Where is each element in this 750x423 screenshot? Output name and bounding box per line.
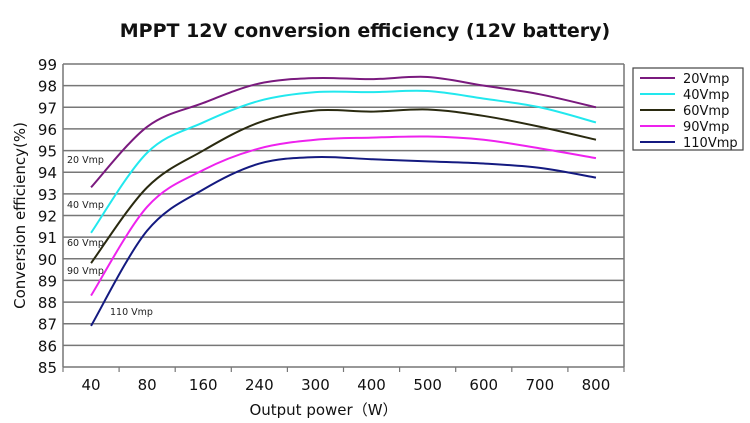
- x-tick-label: 800: [582, 376, 611, 394]
- y-tick-label: 93: [38, 186, 57, 204]
- y-tick-label: 91: [38, 229, 57, 247]
- legend-box: [632, 67, 744, 151]
- series-annotation: 20 Vmp: [67, 155, 104, 166]
- y-tick-label: 89: [38, 272, 57, 290]
- y-tick-label: 96: [38, 121, 57, 139]
- x-tick-label: 40: [82, 376, 101, 394]
- x-tick-label: 80: [138, 376, 157, 394]
- x-tick-label: 500: [413, 376, 442, 394]
- y-tick-label: 99: [38, 56, 57, 74]
- series-line-110Vmp: [90, 155, 597, 327]
- y-axis-label: Conversion efficiency(%): [11, 122, 29, 309]
- series-annotation: 40 Vmp: [67, 200, 104, 211]
- y-tick-label: 86: [38, 337, 57, 355]
- y-tick-label: 88: [38, 294, 57, 312]
- y-tick-label: 94: [38, 164, 57, 182]
- legend-label: 40Vmp: [683, 88, 729, 103]
- x-tick-label: 240: [245, 376, 274, 394]
- series-line-40Vmp: [90, 89, 597, 234]
- y-tick-label: 92: [38, 208, 57, 226]
- y-tick-label: 90: [38, 251, 57, 269]
- y-tick-label: 97: [38, 99, 57, 117]
- series-annotation: 110 Vmp: [110, 307, 153, 318]
- series-annotation: 90 Vmp: [67, 266, 104, 277]
- x-tick-label: 700: [526, 376, 555, 394]
- legend-label: 60Vmp: [683, 104, 729, 119]
- series-line-20Vmp: [90, 75, 597, 189]
- y-tick-label: 98: [38, 78, 57, 96]
- x-tick-label: 300: [301, 376, 330, 394]
- legend-label: 20Vmp: [683, 72, 729, 87]
- x-tick-label: 160: [189, 376, 218, 394]
- series-annotation: 60 Vmp: [67, 238, 104, 249]
- legend-label: 110Vmp: [683, 136, 738, 151]
- chart-title: MPPT 12V conversion efficiency (12V batt…: [119, 20, 611, 42]
- series-line-60Vmp: [90, 108, 597, 264]
- series-line-90Vmp: [90, 135, 597, 297]
- x-tick-label: 600: [469, 376, 498, 394]
- y-tick-label: 85: [38, 359, 57, 377]
- x-axis-label: Output power（W）: [249, 401, 397, 419]
- y-tick-label: 87: [38, 316, 57, 334]
- legend-label: 90Vmp: [683, 120, 729, 135]
- y-tick-label: 95: [38, 143, 57, 161]
- x-tick-label: 400: [357, 376, 386, 394]
